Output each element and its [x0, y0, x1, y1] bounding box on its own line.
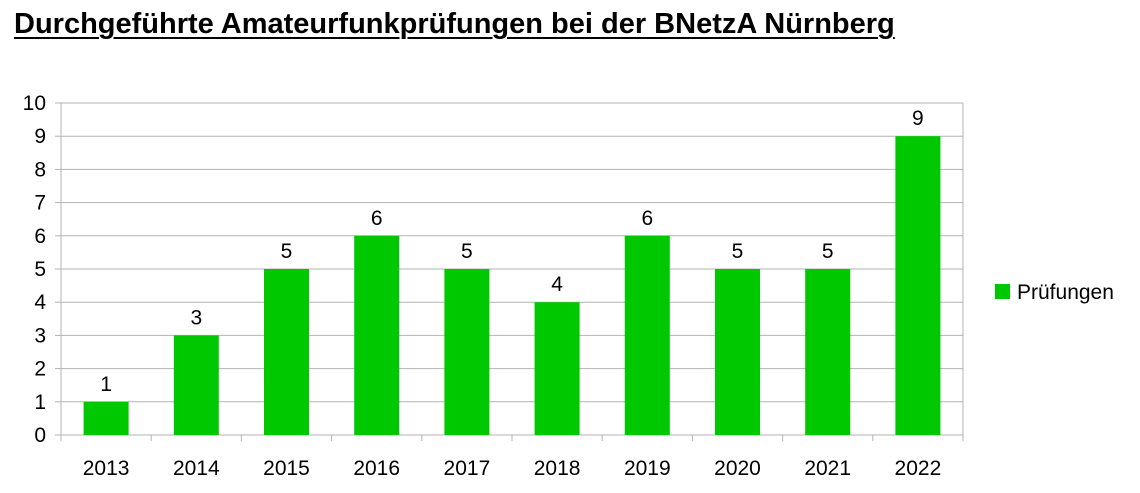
y-tick-label: 6 [34, 225, 46, 248]
y-tick-label: 7 [34, 192, 46, 215]
y-tick-label: 3 [34, 324, 46, 347]
bar-2022 [895, 136, 941, 435]
x-tick-label: 2015 [263, 457, 310, 480]
y-tick-label: 1 [34, 391, 46, 414]
data-label: 5 [732, 240, 744, 263]
legend: Prüfungen [995, 281, 1114, 304]
x-tick-label: 2017 [444, 457, 491, 480]
y-tick-label: 8 [34, 158, 46, 181]
x-tick-label: 2013 [83, 457, 130, 480]
x-axis-ticks: 2013 2014 2015 2016 2017 2018 2019 2020 2021 2022 [60, 435, 964, 480]
x-tick-label: 2022 [895, 457, 942, 480]
x-tick-label: 2014 [173, 457, 220, 480]
bar-2017 [444, 269, 490, 435]
bars [83, 136, 941, 435]
x-tick-label: 2020 [714, 457, 761, 480]
y-tick-label: 9 [34, 125, 46, 148]
bar-2013 [83, 401, 129, 435]
bar-2021 [805, 269, 851, 435]
legend-label: Prüfungen [1017, 281, 1114, 304]
x-tick-label: 2021 [804, 457, 851, 480]
x-tick-label: 2019 [624, 457, 671, 480]
legend-swatch [995, 284, 1010, 299]
data-label: 5 [461, 240, 473, 263]
data-label: 5 [281, 240, 293, 263]
bar-2020 [715, 269, 760, 435]
y-tick-label: 2 [34, 358, 46, 381]
bar-2019 [624, 235, 670, 435]
data-label: 1 [100, 373, 112, 396]
data-label: 9 [912, 107, 924, 130]
bar-2018 [534, 302, 580, 435]
bar-2016 [354, 235, 400, 435]
data-label: 3 [190, 306, 202, 329]
y-tick-label: 0 [34, 424, 46, 447]
chart-title: Durchgeführte Amateurfunkprüfungen bei d… [14, 8, 895, 40]
bar-2014 [173, 335, 219, 435]
data-labels: 1 3 5 6 5 4 6 5 5 9 [100, 107, 923, 396]
data-label: 5 [822, 240, 834, 263]
y-tick-label: 10 [23, 92, 46, 115]
y-tick-label: 4 [34, 291, 46, 314]
y-axis-ticks: 0 1 2 3 4 5 6 7 8 9 10 [23, 92, 61, 447]
x-tick-label: 2018 [534, 457, 581, 480]
x-tick-label: 2016 [353, 457, 400, 480]
data-label: 6 [641, 207, 653, 230]
data-label: 6 [371, 207, 383, 230]
data-label: 4 [551, 273, 563, 296]
y-tick-label: 5 [34, 258, 46, 281]
bar-2015 [264, 269, 309, 435]
